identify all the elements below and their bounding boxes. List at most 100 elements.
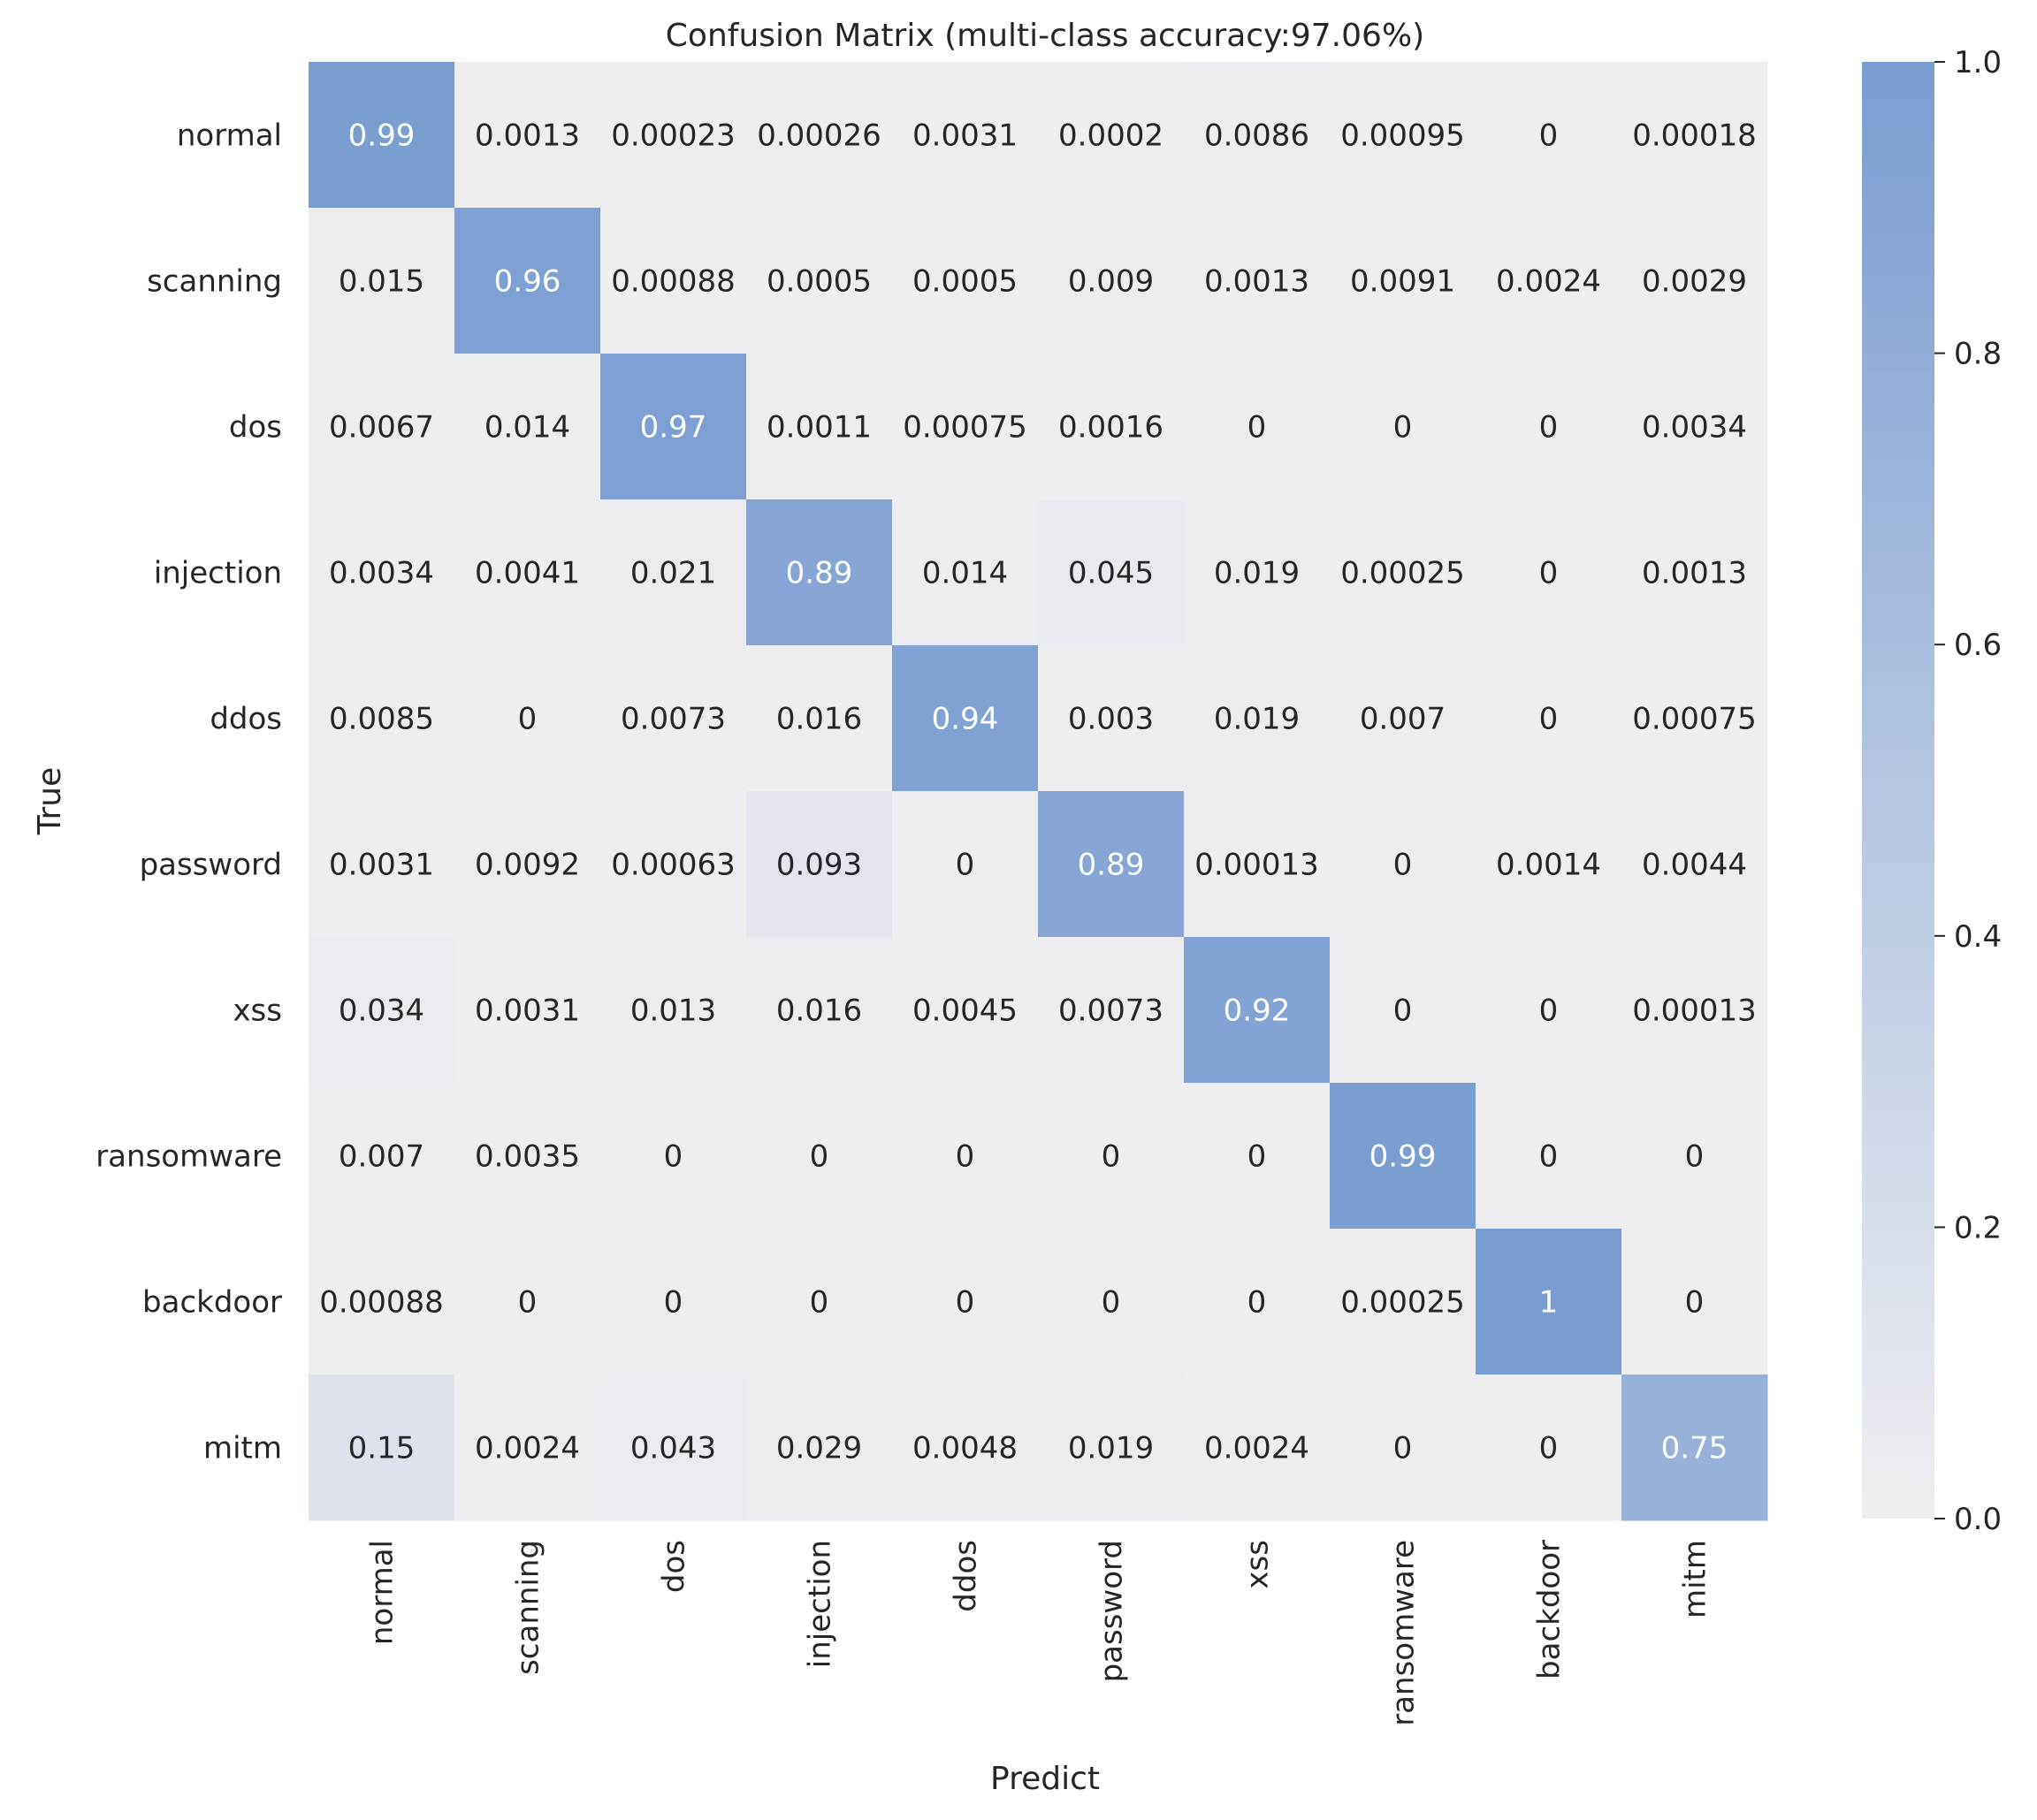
heatmap-cell bbox=[1330, 1083, 1476, 1230]
cell-value-label: 0.0014 bbox=[1496, 848, 1601, 883]
heatmap-cell bbox=[1184, 1375, 1331, 1521]
cell-value-label: 0.99 bbox=[1369, 1139, 1437, 1175]
heatmap-cell bbox=[1038, 499, 1185, 646]
cell-value-label: 0 bbox=[1393, 994, 1413, 1029]
heatmap-cell bbox=[746, 937, 893, 1084]
heatmap-cell bbox=[1476, 791, 1622, 938]
heatmap-cell bbox=[600, 1375, 747, 1521]
heatmap-cell bbox=[1038, 645, 1185, 792]
heatmap-cell bbox=[892, 937, 1039, 1084]
cell-value-label: 0.00023 bbox=[611, 118, 736, 154]
cell-value-label: 0.0085 bbox=[329, 702, 434, 737]
y-tick-labels: normal scanning dos injection ddos password xs… bbox=[95, 118, 282, 1466]
heatmap-cell bbox=[309, 208, 455, 354]
heatmap-cell bbox=[1330, 1229, 1476, 1375]
cell-value-label: 0.89 bbox=[786, 556, 853, 591]
cell-value-label: 0.093 bbox=[776, 848, 862, 883]
cell-value-label: 0 bbox=[1685, 1285, 1705, 1321]
heatmap-cell bbox=[600, 1229, 747, 1375]
cell-value-label: 0.0073 bbox=[621, 702, 726, 737]
cell-value-label: 0.99 bbox=[348, 118, 416, 154]
heatmap-cell bbox=[454, 791, 601, 938]
heatmap-cell bbox=[600, 62, 747, 209]
heatmap-cell bbox=[1330, 1375, 1476, 1521]
cell-value-label: 0.0031 bbox=[329, 848, 434, 883]
heatmap-cell bbox=[600, 354, 747, 500]
y-tick-label: ddos bbox=[210, 702, 282, 737]
cell-value-label: 0.97 bbox=[640, 410, 707, 445]
cell-value-label: 0.0091 bbox=[1350, 264, 1455, 300]
cell-value-label: 0 bbox=[1393, 848, 1413, 883]
heatmap-cell bbox=[1184, 791, 1331, 938]
heatmap-cell bbox=[1476, 1229, 1622, 1375]
heatmap-cell bbox=[1038, 791, 1185, 938]
heatmap-cell bbox=[1330, 645, 1476, 792]
cell-value-label: 0 bbox=[810, 1285, 829, 1321]
x-tick-label: ddos bbox=[949, 1540, 984, 1612]
heatmap-cell bbox=[1476, 62, 1622, 209]
cell-value-label: 0.00075 bbox=[903, 410, 1027, 445]
cell-value-label: 0.016 bbox=[776, 702, 862, 737]
cell-value-label: 0.0092 bbox=[475, 848, 580, 883]
cell-value-label: 0.015 bbox=[339, 264, 424, 300]
cell-value-label: 0.0011 bbox=[767, 410, 872, 445]
cell-value-label: 0.00095 bbox=[1340, 118, 1465, 154]
heatmap-cell bbox=[746, 499, 893, 646]
heatmap-cell bbox=[600, 208, 747, 354]
cell-value-label: 0.045 bbox=[1068, 556, 1154, 591]
cell-value-label: 0.003 bbox=[1068, 702, 1154, 737]
heatmap-cell bbox=[1330, 791, 1476, 938]
cell-value-label: 0 bbox=[1393, 410, 1413, 445]
cell-value-label: 0 bbox=[956, 1285, 975, 1321]
cell-value-label: 0.0031 bbox=[475, 994, 580, 1029]
cell-value-label: 0 bbox=[518, 702, 538, 737]
heatmap-cell bbox=[454, 62, 601, 209]
cell-value-label: 0.0041 bbox=[475, 556, 580, 591]
cell-value-label: 0 bbox=[664, 1139, 683, 1175]
heatmap-cell bbox=[1184, 1083, 1331, 1230]
heatmap-cell bbox=[1038, 937, 1185, 1084]
heatmap-cell bbox=[600, 791, 747, 938]
cell-value-label: 0.00018 bbox=[1632, 118, 1757, 154]
heatmap-cell bbox=[1621, 1083, 1768, 1230]
heatmap-cell bbox=[1476, 1375, 1622, 1521]
heatmap-cell bbox=[1184, 208, 1331, 354]
heatmap-cell bbox=[1038, 1083, 1185, 1230]
x-tick-labels: normal scanning dos injection ddos password xs… bbox=[365, 1540, 1713, 1726]
heatmap-cell bbox=[1621, 354, 1768, 500]
x-tick-label: dos bbox=[657, 1540, 692, 1593]
heatmap-cell bbox=[1621, 499, 1768, 646]
cell-value-label: 0 bbox=[1102, 1285, 1121, 1321]
heatmap-cell bbox=[746, 354, 893, 500]
cell-value-label: 0.019 bbox=[1214, 702, 1300, 737]
cell-value-label: 0.0073 bbox=[1058, 994, 1163, 1029]
heatmap-cell bbox=[1184, 1229, 1331, 1375]
cell-value-label: 0.75 bbox=[1661, 1431, 1728, 1466]
heatmap-cell bbox=[309, 499, 455, 646]
cell-value-label: 0.0067 bbox=[329, 410, 434, 445]
heatmap-cell bbox=[1038, 354, 1185, 500]
cell-value-label: 0 bbox=[1247, 1285, 1267, 1321]
x-tick-label: xss bbox=[1240, 1540, 1276, 1589]
cell-value-label: 1 bbox=[1539, 1285, 1559, 1321]
heatmap-cell bbox=[1621, 937, 1768, 1084]
y-tick-label: scanning bbox=[147, 264, 282, 300]
heatmap-cell bbox=[600, 645, 747, 792]
y-tick-label: mitm bbox=[203, 1431, 282, 1466]
heatmap-cell bbox=[1621, 62, 1768, 209]
heatmap-cell bbox=[309, 937, 455, 1084]
heatmap-cell bbox=[1621, 1375, 1768, 1521]
heatmap-cell bbox=[892, 354, 1039, 500]
cell-value-label: 0.0024 bbox=[1496, 264, 1601, 300]
heatmap-cell bbox=[1476, 937, 1622, 1084]
cell-value-label: 0.00075 bbox=[1632, 702, 1757, 737]
heatmap-cell bbox=[454, 208, 601, 354]
cell-value-label: 0 bbox=[810, 1139, 829, 1175]
y-tick-label: xss bbox=[233, 994, 282, 1029]
heatmap-cell bbox=[746, 645, 893, 792]
heatmap-cell bbox=[1184, 645, 1331, 792]
cell-value-label: 0.00025 bbox=[1340, 1285, 1465, 1321]
cell-value-label: 0.0013 bbox=[475, 118, 580, 154]
heatmap-cell bbox=[892, 1229, 1039, 1375]
cell-value-label: 0 bbox=[1685, 1139, 1705, 1175]
